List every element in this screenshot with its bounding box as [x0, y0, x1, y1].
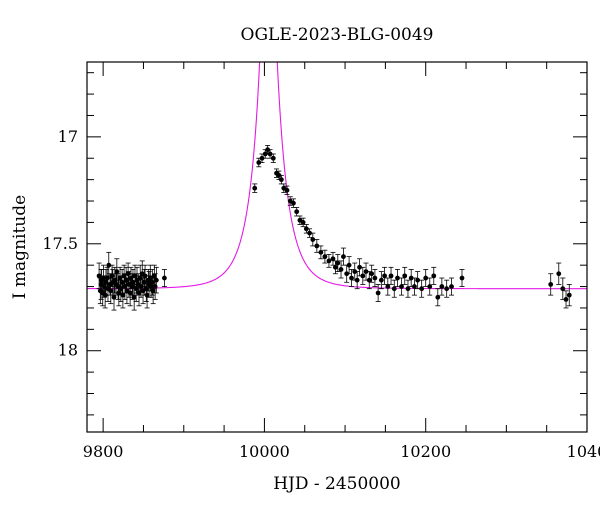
data-point [326, 254, 332, 268]
data-point [449, 277, 455, 296]
data-point [408, 269, 414, 287]
data-point [338, 260, 344, 279]
data-point [307, 228, 313, 238]
data-point [346, 256, 352, 275]
data-point [402, 266, 408, 285]
data-point [335, 254, 341, 272]
data-point [294, 207, 300, 217]
data-point [300, 217, 306, 228]
data-point [391, 279, 397, 298]
data-point [560, 277, 566, 300]
y-tick-label: 17 [58, 127, 78, 146]
data-point [270, 153, 276, 163]
chart-title: OGLE-2023-BLG-0049 [241, 25, 434, 45]
data-point [444, 279, 450, 298]
data-point [427, 277, 433, 296]
data-point [284, 185, 290, 196]
data-point [252, 183, 258, 193]
data-point [130, 269, 136, 296]
data-point [363, 262, 369, 281]
data-point [318, 245, 324, 260]
data-point [388, 266, 394, 285]
data-point [382, 266, 388, 285]
data-point [354, 271, 360, 290]
plot-area [87, 62, 587, 311]
data-point [116, 279, 122, 307]
data-point [385, 277, 391, 296]
x-tick-label: 9800 [83, 442, 124, 461]
data-point [459, 269, 465, 287]
data-point [435, 288, 441, 307]
y-axis-label: I magnitude [10, 195, 30, 299]
data-point [127, 279, 133, 307]
data-point [161, 269, 167, 287]
data-point [423, 269, 429, 287]
plot-frame [86, 61, 588, 433]
data-point [431, 266, 437, 285]
data-point [548, 273, 554, 296]
data-point [150, 277, 156, 305]
axis-ticks: 9800 10000 10200 1040 17 17.5 18 [42, 62, 600, 461]
x-tick-label: 1040 [567, 442, 600, 461]
data-point [405, 279, 411, 298]
x-tick-label: 10200 [400, 442, 451, 461]
data-point [310, 232, 316, 247]
data-point [411, 277, 417, 296]
data-point [563, 290, 569, 309]
data-point [303, 224, 309, 234]
data-point [290, 198, 296, 208]
y-tick-label: 17.5 [42, 234, 78, 253]
data-point [399, 277, 405, 296]
data-point [366, 271, 372, 290]
y-tick-label: 18 [58, 341, 78, 360]
data-point [349, 269, 355, 287]
data-point [322, 249, 328, 264]
data-point [153, 266, 159, 294]
data-point [360, 266, 366, 285]
data-point [556, 262, 562, 285]
data-point [136, 279, 142, 307]
x-axis-label: HJD - 2450000 [273, 474, 401, 494]
x-tick-label: 10000 [239, 442, 290, 461]
model-curve [87, 62, 587, 290]
data-point [439, 277, 445, 296]
data-point [281, 183, 287, 193]
data-point [378, 271, 384, 290]
data-point [369, 264, 375, 283]
data-point [375, 284, 381, 302]
data-point [340, 247, 346, 266]
data-point [419, 279, 425, 298]
data-point [566, 284, 572, 307]
data-point [372, 269, 378, 287]
